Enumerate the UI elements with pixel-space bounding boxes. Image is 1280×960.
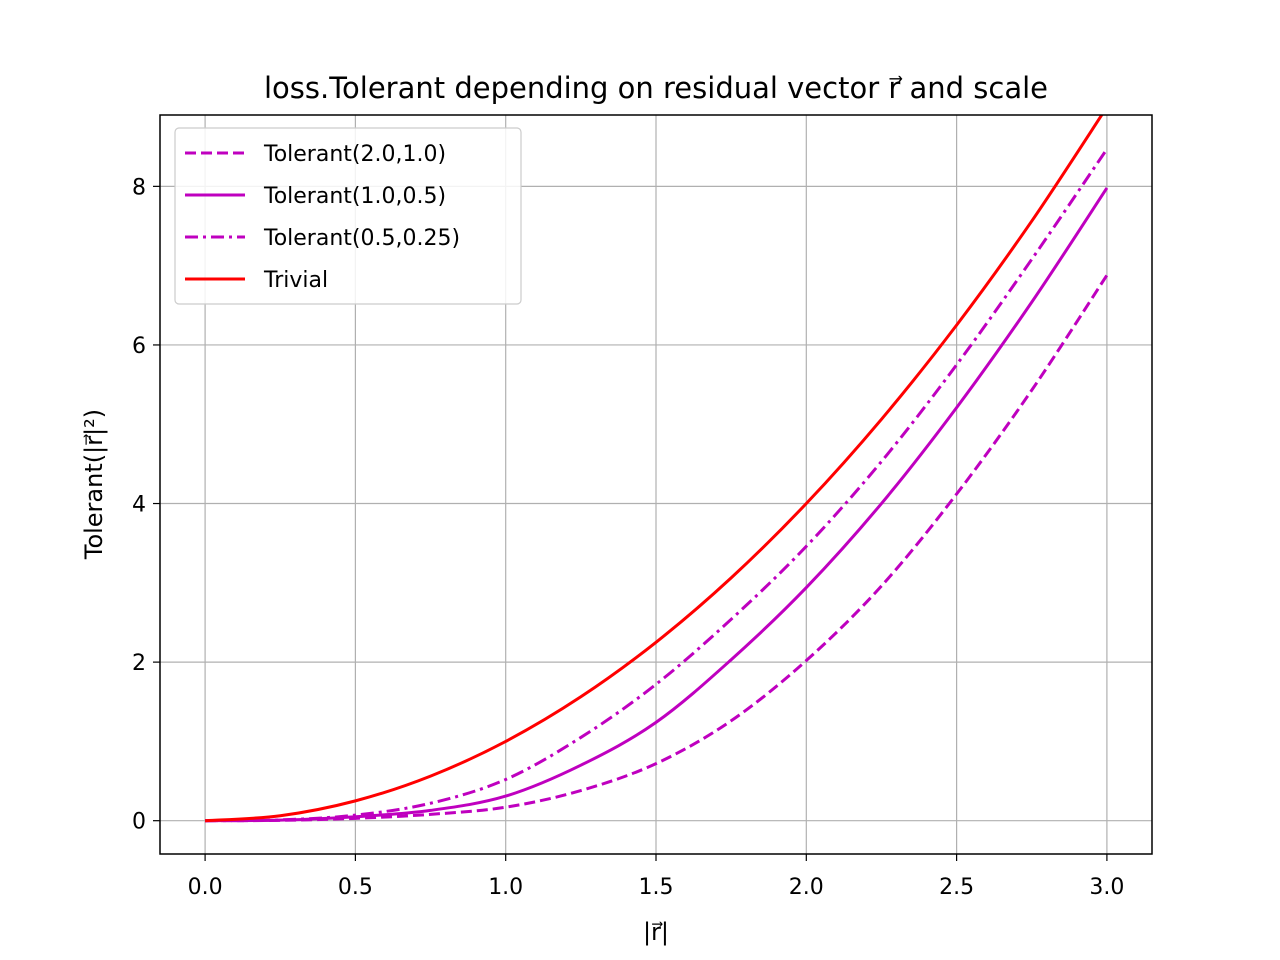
x-tick-label: 2.5 — [939, 875, 974, 900]
series-line-3 — [204, 115, 1104, 823]
y-axis-label: Tolerant(|r⃗|²) — [80, 409, 108, 560]
y-tick-label: 8 — [132, 175, 146, 200]
legend-label: Tolerant(0.5,0.25) — [263, 226, 460, 251]
y-tick-label: 4 — [132, 493, 146, 518]
legend-label: Trivial — [263, 268, 328, 293]
x-axis-label: |r⃗| — [643, 918, 669, 946]
series-line-2 — [205, 148, 1109, 823]
y-tick-label: 0 — [132, 810, 146, 835]
axis-ticks: 0.0 0.5 1.0 1.5 2.0 2.5 3.0 0 2 4 6 8 — [132, 175, 1124, 900]
y-tick-label: 2 — [132, 651, 146, 676]
series-line-1 — [205, 187, 1109, 823]
x-tick-label: 0.5 — [338, 875, 373, 900]
x-tick-label: 0.0 — [188, 875, 223, 900]
x-tick-label: 1.0 — [488, 875, 523, 900]
legend-label: Tolerant(1.0,0.5) — [263, 184, 446, 209]
chart-title: loss.Tolerant depending on residual vect… — [264, 71, 1048, 105]
y-tick-label: 6 — [132, 334, 146, 359]
x-tick-label: 2.0 — [789, 875, 824, 900]
legend-label: Tolerant(2.0,1.0) — [263, 142, 446, 167]
series-layer — [204, 115, 1109, 823]
x-tick-label: 1.5 — [639, 875, 674, 900]
legend: Tolerant(2.0,1.0) Tolerant(1.0,0.5) Tolera… — [174, 127, 522, 305]
series-line-0 — [205, 274, 1109, 823]
legend-box — [174, 127, 522, 305]
x-tick-label: 3.0 — [1089, 875, 1124, 900]
